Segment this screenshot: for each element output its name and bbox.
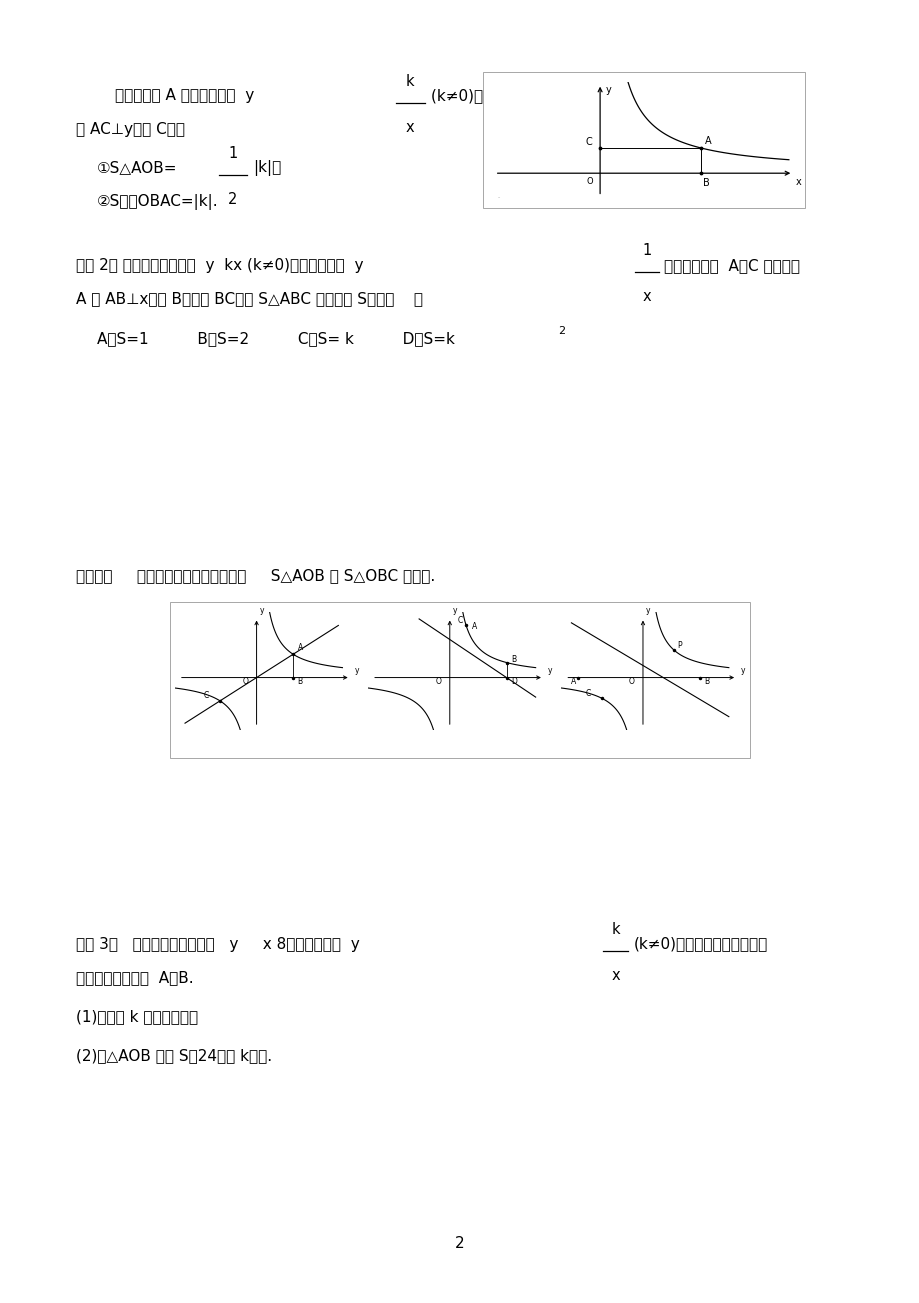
Text: 作 AC⊥y轴于 C，则: 作 AC⊥y轴于 C，则 — [76, 122, 185, 137]
Text: A: A — [297, 644, 302, 653]
Text: (2)若△AOB 面积 S＝24，求 k的値.: (2)若△AOB 面积 S＝24，求 k的値. — [76, 1049, 272, 1063]
Text: C: C — [458, 616, 462, 625]
Text: (k≠0)的图象在第一象限内有: (k≠0)的图象在第一象限内有 — [633, 937, 767, 951]
Text: 两个不同的公共点  A、B.: 两个不同的公共点 A、B. — [76, 971, 194, 985]
Text: y: y — [548, 666, 551, 675]
Text: O: O — [629, 678, 634, 687]
Text: (k≠0)的图象上一点，过   A 作 AB⊥x轴于 B，过 A: (k≠0)的图象上一点，过 A 作 AB⊥x轴于 B，过 A — [430, 89, 700, 103]
Text: O: O — [243, 678, 248, 687]
Text: C: C — [203, 692, 209, 701]
Text: |k|；: |k|； — [253, 160, 281, 176]
Bar — [170, 602, 749, 758]
Text: A．S=1          B．S=2          C．S= k          D．S=k: A．S=1 B．S=2 C．S= k D．S=k — [96, 331, 454, 345]
Text: 的图象相交于  A、C 两点，过: 的图象相交于 A、C 两点，过 — [664, 258, 800, 272]
Text: 2: 2 — [455, 1237, 464, 1251]
Text: 2: 2 — [558, 326, 565, 336]
Text: x: x — [795, 177, 800, 188]
Text: 《例 3》   如图，已知一次函数   y     x 8和反比例函数  y: 《例 3》 如图，已知一次函数 y x 8和反比例函数 y — [76, 937, 369, 951]
Text: 如图，设点 A 是反比例函数  y: 如图，设点 A 是反比例函数 y — [115, 89, 264, 103]
Bar — [482, 72, 804, 208]
Text: k: k — [405, 74, 414, 89]
Text: A: A — [471, 623, 477, 632]
Text: D: D — [511, 678, 516, 687]
Text: y: y — [605, 85, 610, 95]
Text: y: y — [741, 666, 744, 675]
Text: (1)求实数 k 的取値范围；: (1)求实数 k 的取値范围； — [76, 1010, 199, 1024]
Text: y: y — [452, 606, 457, 615]
Text: 2: 2 — [228, 192, 237, 207]
Text: ②S矩形OBAC=|k|.: ②S矩形OBAC=|k|. — [96, 194, 218, 210]
Text: 1: 1 — [641, 244, 651, 258]
Text: 思路点拨     运用双曲线的对称性，导出     S△AOB 与 S△OBC 的关系.: 思路点拨 运用双曲线的对称性，导出 S△AOB 与 S△OBC 的关系. — [76, 568, 435, 582]
Text: A: A — [704, 137, 710, 146]
Text: 《例 2》 如图，正比例函数  y  kx (k≠0)与反比例函数  y: 《例 2》 如图，正比例函数 y kx (k≠0)与反比例函数 y — [76, 258, 373, 272]
Text: A 作 AB⊥x轴于 B，连结 BC，若 S△ABC 的面积为 S，则（    ）: A 作 AB⊥x轴于 B，连结 BC，若 S△ABC 的面积为 S，则（ ） — [76, 292, 423, 306]
Text: y: y — [355, 666, 358, 675]
Text: P: P — [677, 641, 682, 650]
Text: x: x — [641, 289, 651, 305]
Text: C: C — [585, 689, 590, 698]
Text: B: B — [297, 678, 302, 687]
Text: B: B — [702, 177, 709, 188]
Text: （第 2 题）: （第 2 题） — [245, 740, 288, 753]
Text: O: O — [586, 177, 593, 186]
Text: （第 3 题）: （第 3 题） — [438, 740, 481, 753]
Text: ①S△AOB=: ①S△AOB= — [96, 160, 176, 175]
Text: x: x — [405, 120, 414, 136]
Text: y: y — [645, 606, 650, 615]
Text: 1: 1 — [228, 146, 237, 160]
Text: C: C — [584, 137, 592, 147]
Text: （第 4 题）: （第 4 题） — [631, 740, 674, 753]
Text: O: O — [436, 678, 441, 687]
Text: B: B — [704, 678, 709, 687]
Text: x: x — [610, 968, 619, 984]
Text: A: A — [571, 678, 576, 687]
Text: B: B — [511, 655, 516, 665]
Text: y: y — [259, 606, 264, 615]
Text: k: k — [610, 923, 619, 937]
